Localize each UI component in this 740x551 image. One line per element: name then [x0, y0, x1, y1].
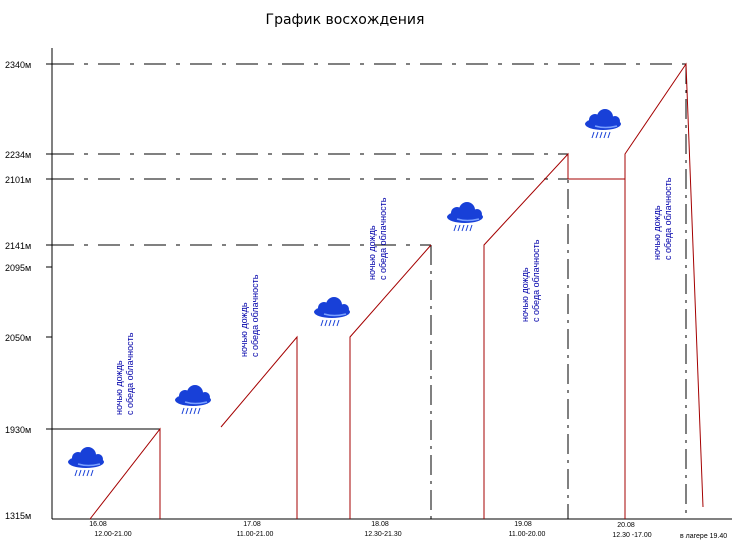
y-tick-label: 2141м [5, 241, 31, 251]
svg-text:ночью дождь: ночью дождь [367, 225, 377, 280]
x-day-date: 20.08 [617, 522, 635, 529]
svg-text:с обеда облачность: с обеда облачность [531, 239, 541, 322]
x-day-time: 11.00-21.00 [237, 531, 274, 538]
rain-cloud-icon [174, 384, 212, 415]
y-tick-label: 2340м [5, 60, 31, 70]
y-tick-label: 2095м [5, 263, 31, 273]
x-day-date: 17.08 [243, 521, 261, 528]
svg-text:ночью дождь: ночью дождь [520, 267, 530, 322]
x-day-time: 12.30 -17.00 [612, 532, 651, 539]
y-tick-label: 2234м [5, 150, 31, 160]
x-day-time: 11.00-20.00 [509, 531, 546, 538]
rain-cloud-icon [446, 201, 484, 232]
x-day-date: 18.08 [371, 521, 389, 528]
x-day-time: 12.30-21.30 [364, 531, 401, 538]
chart-title: График восхождения [266, 12, 425, 28]
y-tick-label: 2101м [5, 175, 31, 185]
rain-cloud-icon [313, 296, 351, 327]
climb-day-1 [89, 427, 161, 520]
end-note: в лагере 19.40 [680, 533, 727, 540]
svg-text:ночью дождь: ночью дождь [652, 205, 662, 260]
svg-text:с обеда облачность: с обеда облачность [125, 332, 135, 415]
svg-text:с обеда облачность: с обеда облачность [663, 177, 673, 260]
y-tick-label: 2050м [5, 333, 31, 343]
climb-day-5 [624, 62, 704, 519]
climb-day-2 [220, 335, 298, 519]
rain-cloud-icon [67, 446, 105, 477]
climb-day-4 [483, 152, 569, 519]
climb-day-3 [349, 244, 432, 519]
weather-note: ночью дождь с обеда облачность [114, 332, 135, 415]
x-day-date: 16.08 [89, 521, 107, 528]
svg-text:ночью дождь: ночью дождь [114, 360, 124, 415]
y-tick-label: 1930м [5, 425, 31, 435]
rain-cloud-icon [584, 108, 622, 139]
x-day-date: 19.08 [514, 521, 532, 528]
weather-note: ночью дождь с обеда облачность [520, 239, 541, 322]
y-tick-label: 1315м [5, 511, 31, 521]
weather-note: ночью дождь с обеда облачность [652, 177, 673, 260]
weather-note: ночью дождь с обеда облачность [239, 274, 260, 357]
svg-text:ночью дождь: ночью дождь [239, 302, 249, 357]
weather-note: ночью дождь с обеда облачность [367, 197, 388, 280]
svg-text:с обеда облачность: с обеда облачность [378, 197, 388, 280]
svg-text:с обеда облачность: с обеда облачность [250, 274, 260, 357]
x-day-time: 12.00-21.00 [94, 531, 131, 538]
